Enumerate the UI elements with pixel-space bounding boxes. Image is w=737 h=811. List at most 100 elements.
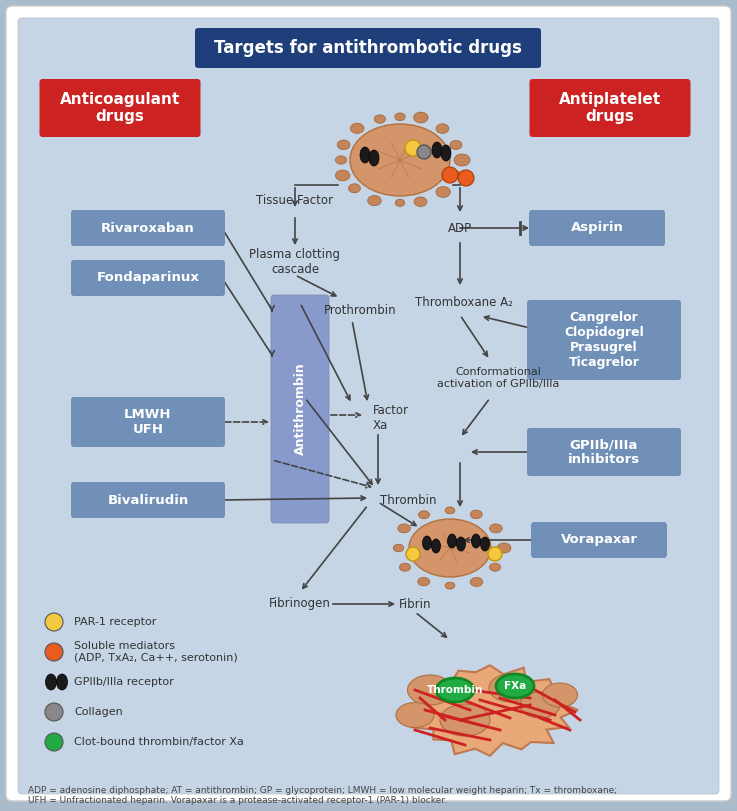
Ellipse shape (436, 678, 474, 702)
Text: Conformational
activation of GPIIb/IIIa: Conformational activation of GPIIb/IIIa (437, 367, 559, 388)
Text: Tissue Factor: Tissue Factor (256, 194, 334, 207)
FancyBboxPatch shape (71, 482, 225, 518)
Polygon shape (402, 665, 578, 756)
Ellipse shape (456, 537, 466, 551)
Ellipse shape (497, 543, 511, 553)
Text: Thromboxane A₂: Thromboxane A₂ (415, 295, 513, 308)
Text: Collagen: Collagen (74, 707, 123, 717)
Ellipse shape (470, 577, 483, 586)
Text: Clot-bound thrombin/factor Xa: Clot-bound thrombin/factor Xa (74, 737, 244, 747)
FancyBboxPatch shape (6, 6, 731, 801)
Ellipse shape (436, 124, 449, 133)
Ellipse shape (445, 507, 455, 514)
Ellipse shape (470, 510, 482, 519)
FancyBboxPatch shape (71, 260, 225, 296)
Circle shape (458, 170, 474, 186)
Ellipse shape (394, 544, 404, 551)
Text: GPIIb/IIIa
inhibitors: GPIIb/IIIa inhibitors (568, 438, 640, 466)
Text: Targets for antithrombotic drugs: Targets for antithrombotic drugs (214, 39, 522, 57)
Circle shape (45, 733, 63, 751)
Ellipse shape (409, 519, 491, 577)
Ellipse shape (335, 156, 346, 164)
FancyBboxPatch shape (527, 300, 681, 380)
Circle shape (45, 703, 63, 721)
Ellipse shape (520, 692, 560, 718)
Circle shape (405, 140, 421, 156)
Ellipse shape (422, 536, 431, 550)
Text: Fibrinogen: Fibrinogen (269, 598, 331, 611)
Text: Anticoagulant
drugs: Anticoagulant drugs (60, 92, 180, 124)
Text: Antiplatelet
drugs: Antiplatelet drugs (559, 92, 661, 124)
Text: Thrombin: Thrombin (427, 685, 483, 695)
Text: LMWH
UFH: LMWH UFH (125, 408, 172, 436)
FancyBboxPatch shape (531, 522, 667, 558)
Ellipse shape (489, 674, 531, 702)
Text: GPIIb/IIIa receptor: GPIIb/IIIa receptor (74, 677, 174, 687)
Circle shape (417, 145, 431, 159)
Ellipse shape (445, 582, 455, 589)
Text: Prothrombin: Prothrombin (324, 303, 397, 316)
Text: Soluble mediators
(ADP, TxA₂, Ca++, serotonin): Soluble mediators (ADP, TxA₂, Ca++, sero… (74, 642, 238, 663)
Ellipse shape (350, 124, 450, 196)
Text: Thrombin: Thrombin (380, 494, 436, 507)
Ellipse shape (450, 140, 462, 149)
Ellipse shape (542, 683, 578, 707)
Text: Factor
Xa: Factor Xa (373, 404, 409, 432)
Text: Bivalirudin: Bivalirudin (108, 494, 189, 507)
Text: PAR-1 receptor: PAR-1 receptor (74, 617, 156, 627)
Ellipse shape (395, 200, 405, 207)
FancyBboxPatch shape (40, 79, 200, 137)
Ellipse shape (349, 184, 360, 193)
Ellipse shape (408, 675, 453, 705)
Ellipse shape (432, 142, 442, 158)
Ellipse shape (413, 112, 428, 123)
Text: Cangrelor
Clopidogrel
Prasugrel
Ticagrelor: Cangrelor Clopidogrel Prasugrel Ticagrel… (564, 311, 644, 369)
Circle shape (45, 613, 63, 631)
Ellipse shape (472, 534, 481, 548)
FancyBboxPatch shape (71, 210, 225, 246)
Ellipse shape (368, 195, 381, 206)
Ellipse shape (431, 539, 441, 553)
FancyBboxPatch shape (18, 18, 719, 794)
Ellipse shape (489, 563, 500, 571)
Ellipse shape (360, 147, 370, 163)
FancyBboxPatch shape (195, 28, 541, 68)
Ellipse shape (418, 577, 430, 586)
Ellipse shape (450, 170, 461, 179)
Ellipse shape (335, 170, 350, 181)
Ellipse shape (374, 115, 385, 123)
Circle shape (406, 547, 420, 561)
Ellipse shape (396, 702, 434, 727)
Text: Antithrombin: Antithrombin (293, 363, 307, 455)
Ellipse shape (436, 187, 450, 197)
Text: Fondaparinux: Fondaparinux (97, 272, 200, 285)
Ellipse shape (350, 123, 364, 134)
Text: Vorapaxar: Vorapaxar (561, 534, 638, 547)
FancyBboxPatch shape (529, 210, 665, 246)
Ellipse shape (454, 154, 470, 166)
Circle shape (45, 643, 63, 661)
Ellipse shape (57, 674, 68, 690)
Ellipse shape (496, 674, 534, 698)
Ellipse shape (419, 511, 430, 519)
FancyBboxPatch shape (529, 79, 691, 137)
Text: ADP: ADP (448, 221, 472, 234)
FancyBboxPatch shape (527, 428, 681, 476)
Ellipse shape (46, 674, 57, 690)
FancyBboxPatch shape (271, 295, 329, 523)
Text: Plasma clotting
cascade: Plasma clotting cascade (250, 248, 340, 276)
Text: FXa: FXa (504, 681, 526, 691)
Ellipse shape (440, 704, 490, 736)
Ellipse shape (369, 150, 379, 166)
Circle shape (488, 547, 502, 561)
Ellipse shape (398, 524, 411, 533)
Ellipse shape (399, 563, 411, 571)
Text: Aspirin: Aspirin (570, 221, 624, 234)
Ellipse shape (395, 113, 405, 121)
FancyBboxPatch shape (71, 397, 225, 447)
Ellipse shape (447, 534, 456, 548)
Ellipse shape (489, 524, 502, 533)
Text: Rivaroxaban: Rivaroxaban (101, 221, 195, 234)
Ellipse shape (414, 197, 427, 207)
Ellipse shape (338, 140, 350, 149)
